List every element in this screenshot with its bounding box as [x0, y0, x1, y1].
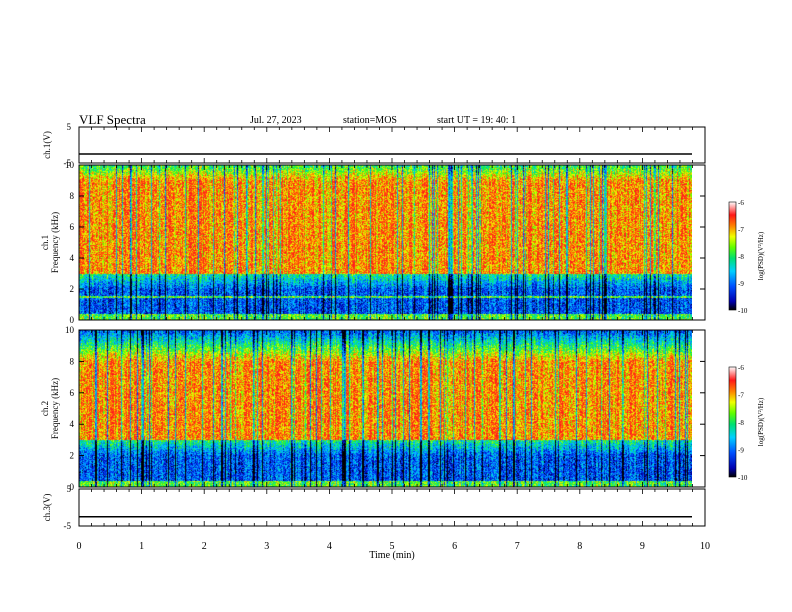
ch2-spectrogram-colorbar-tick: -6 — [738, 364, 744, 372]
ch2-spectrogram-ytick-label: 2 — [70, 451, 75, 461]
ch1-spectrogram-colorbar-tick: -7 — [738, 226, 744, 234]
ch3-waveform-ytick-label: -5 — [64, 521, 72, 531]
start-ut-label: start UT = 19: 40: 1 — [437, 115, 517, 126]
ch1-spectrogram-ylabel-freq: Frequency (kHz) — [50, 212, 60, 273]
figure-title: VLF Spectra — [79, 112, 146, 127]
ch1-spectrogram-ylabel-channel: ch.1 — [40, 235, 50, 250]
ch1-waveform-frame — [78, 126, 706, 164]
ch1-spectrogram-ytick-label: 6 — [70, 222, 75, 232]
ch2-spectrogram-heatmap-canvas — [79, 330, 692, 487]
x-tick-label: 4 — [327, 541, 332, 552]
ch1-spectrogram-colorbar-tick: -8 — [738, 253, 744, 261]
ch2-spectrogram-colorbar-tick: -8 — [738, 419, 744, 427]
x-tick-label: 6 — [452, 541, 457, 552]
x-tick-label: 2 — [202, 541, 207, 552]
ch1-spectrogram-colorbar-tick: -9 — [738, 280, 744, 288]
ch1-spectrogram-colorbar-tick: -10 — [738, 307, 748, 315]
ch2-spectrogram-colorbar — [728, 366, 737, 478]
ch2-spectrogram-ytick-label: 8 — [70, 356, 75, 366]
ch2-spectrogram-ytick-label: 10 — [65, 325, 75, 335]
ch1-spectrogram-colorbar — [728, 201, 737, 311]
x-tick-label: 3 — [264, 541, 269, 552]
x-tick-label: 7 — [515, 541, 520, 552]
x-axis-label: Time (min) — [369, 550, 414, 561]
ch2-spectrogram-ytick-label: 6 — [70, 388, 75, 398]
ch1-spectrogram-colorbar-tick: -6 — [738, 199, 744, 207]
ch2-spectrogram-colorbar-tick: -10 — [738, 474, 748, 482]
ch2-spectrogram-colorbar-tick: -7 — [738, 392, 744, 400]
x-tick-label: 8 — [577, 541, 582, 552]
ch1-waveform-ytick-label: -5 — [64, 158, 72, 168]
x-tick-label: 10 — [700, 541, 710, 552]
ch2-spectrogram-colorbar-tick: -9 — [738, 447, 744, 455]
x-tick-label: 1 — [139, 541, 144, 552]
ch2-spectrogram-ylabel-channel: ch.2 — [40, 401, 50, 416]
ch1-spectrogram-ytick-label: 0 — [70, 315, 75, 325]
ch1-spectrogram-ytick-label: 10 — [65, 160, 75, 170]
ch2-spectrogram-colorbar-label: log(PSD)(V²/Hz) — [757, 397, 765, 446]
ch1-waveform-ylabel: ch.1(V) — [42, 131, 52, 159]
ch1-spectrogram-heatmap — [79, 165, 692, 320]
station-label: station=MOS — [343, 115, 397, 126]
ch1-waveform-ytick-label: 5 — [67, 122, 72, 132]
ch1-spectrogram-ytick-label: 2 — [70, 284, 75, 294]
ch1-spectrogram-ytick-label: 4 — [70, 253, 75, 263]
ch2-spectrogram-ylabel-freq: Frequency (kHz) — [50, 378, 60, 439]
ch3-waveform-ylabel: ch.3(V) — [42, 494, 52, 522]
ch1-spectrogram-ytick-label: 8 — [70, 191, 75, 201]
ch2-spectrogram-ytick-label: 0 — [70, 482, 75, 492]
x-tick-label: 0 — [77, 541, 82, 552]
ch1-spectrogram-heatmap-canvas — [79, 165, 692, 320]
ch1-spectrogram-colorbar-label: log(PSD)(V²/Hz) — [757, 231, 765, 280]
ch3-waveform-ytick-label: 5 — [67, 484, 72, 494]
ch3-waveform-frame — [78, 488, 706, 527]
x-tick-label: 5 — [390, 541, 395, 552]
x-tick-label: 9 — [640, 541, 645, 552]
ch2-spectrogram-heatmap — [79, 330, 692, 487]
date-label: Jul. 27, 2023 — [250, 115, 302, 126]
ch2-spectrogram-ytick-label: 4 — [70, 419, 75, 429]
